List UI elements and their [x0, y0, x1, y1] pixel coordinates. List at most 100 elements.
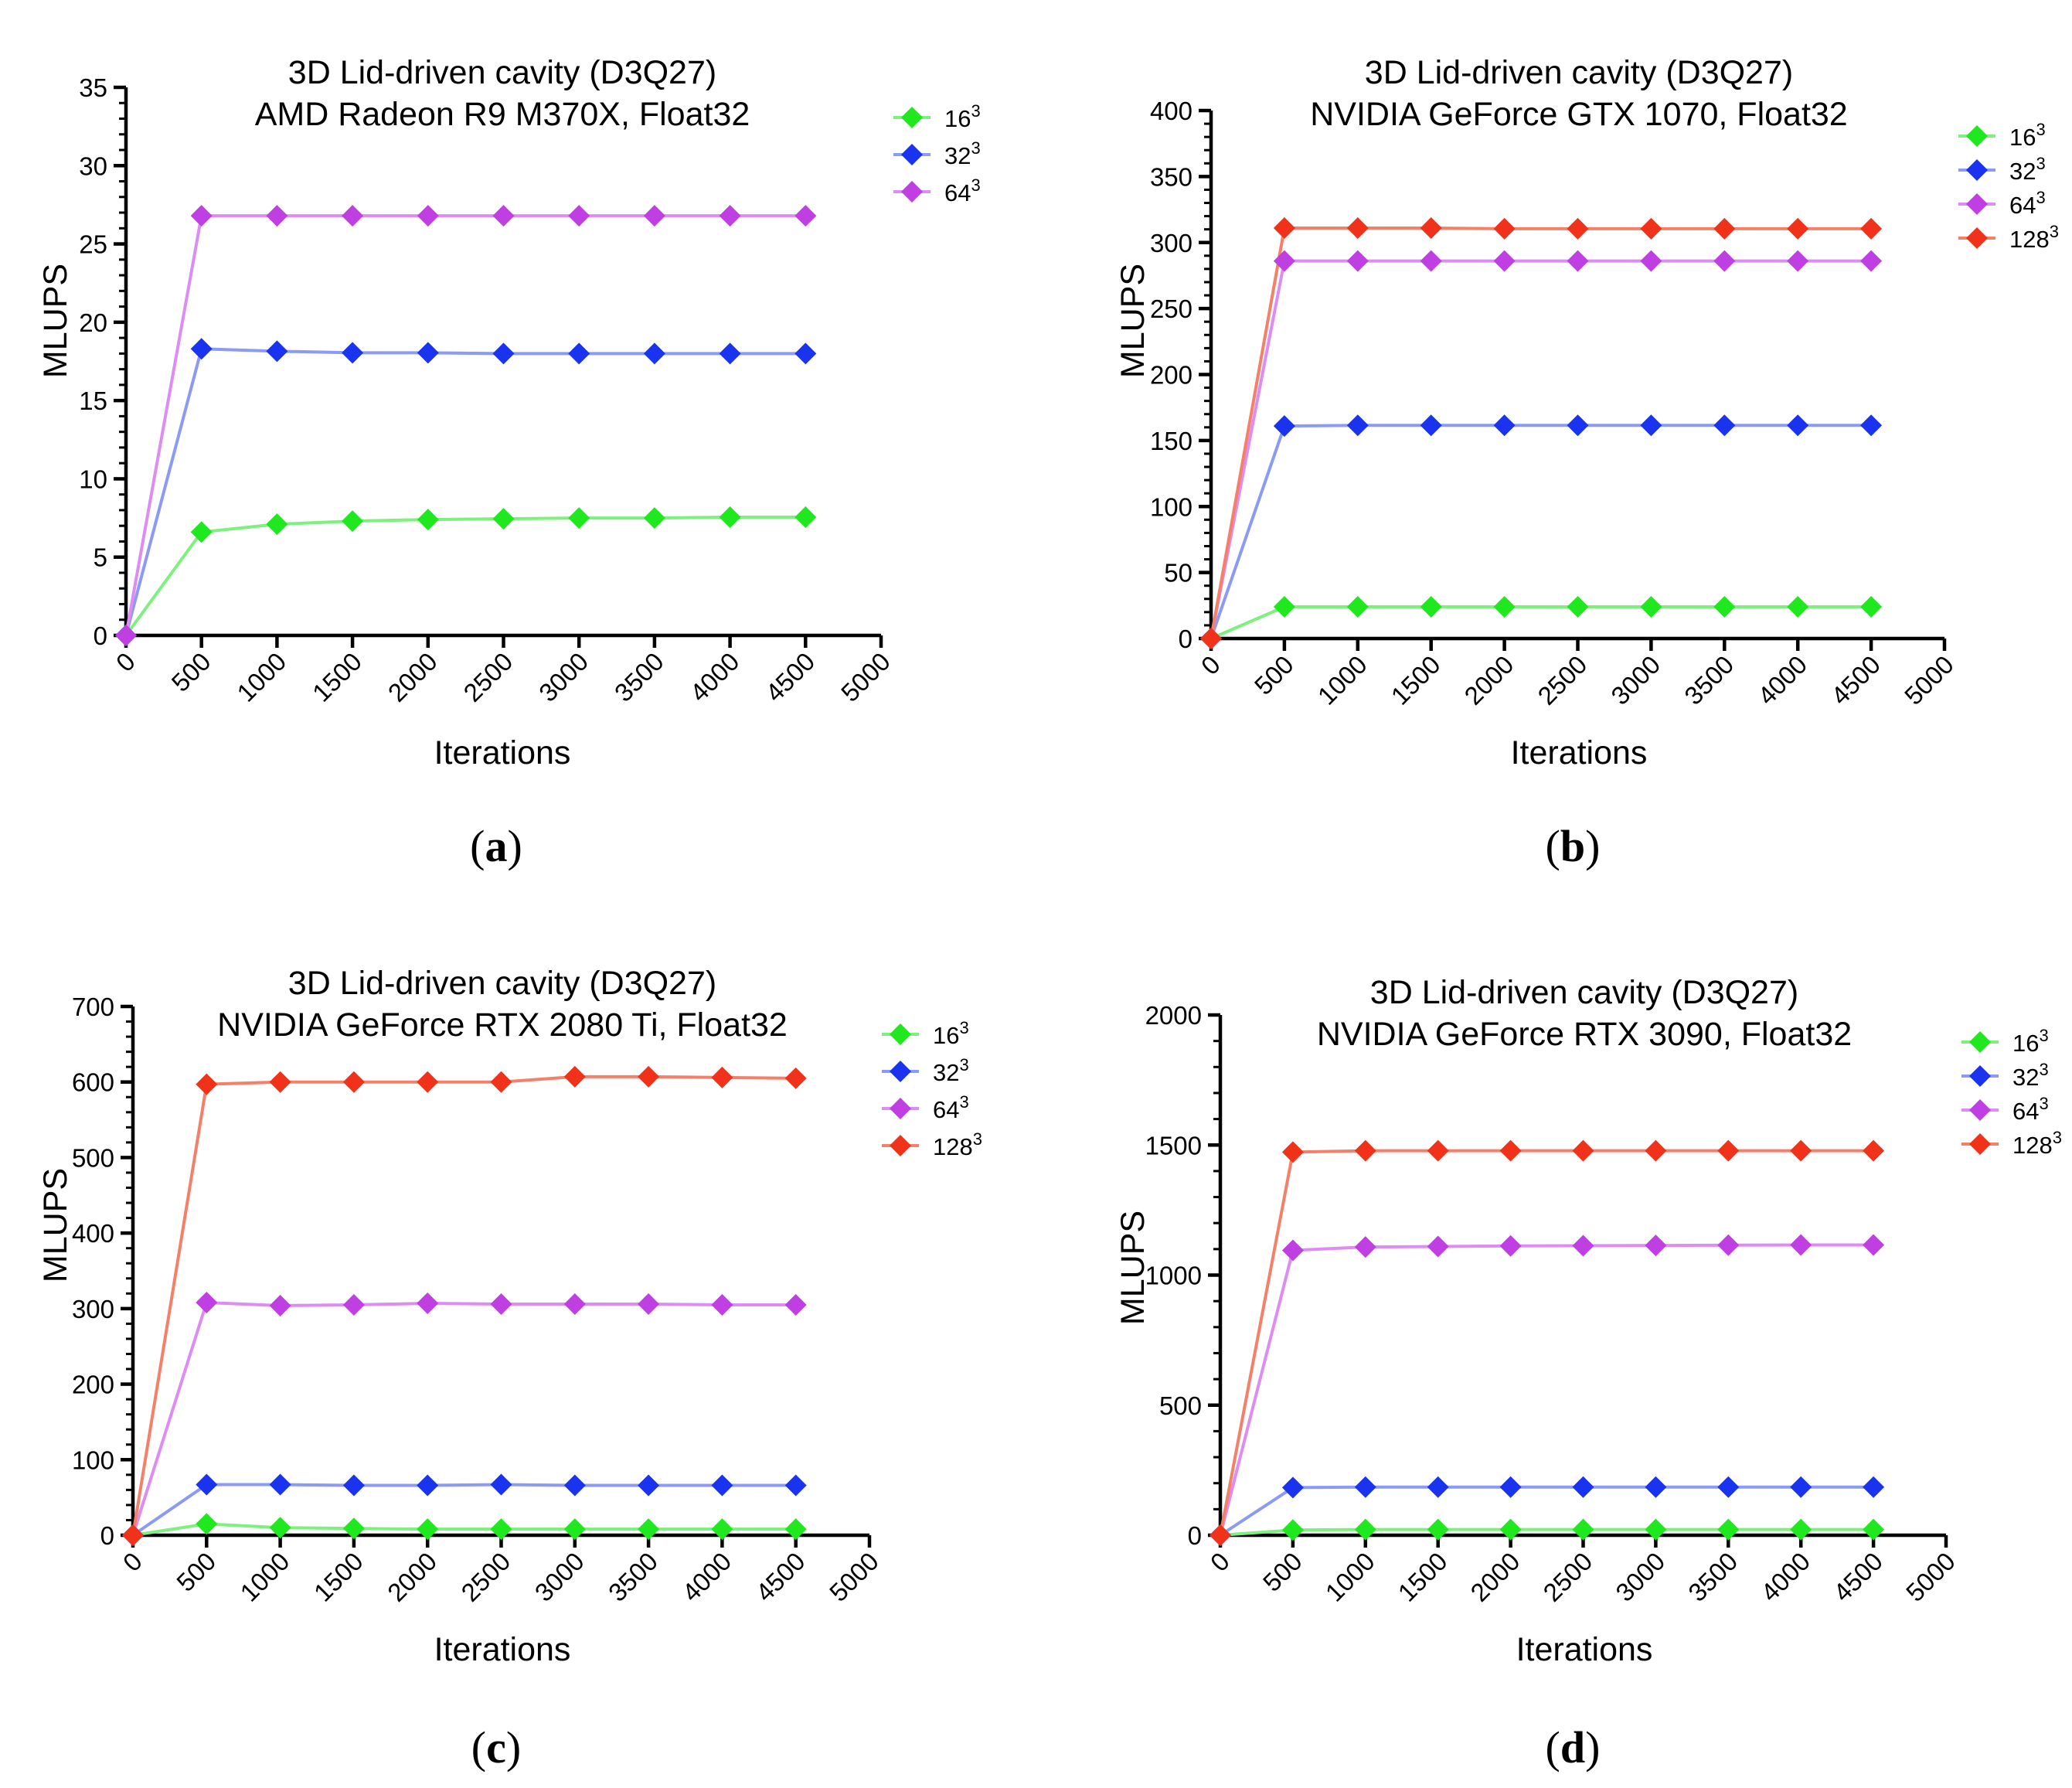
- legend-label-64: 643: [944, 175, 981, 206]
- data-point-32: [784, 1474, 807, 1497]
- data-point-16: [342, 1517, 365, 1540]
- data-point-64: [1354, 1236, 1376, 1258]
- chart-panel-a: 3D Lid-driven cavity (D3Q27) AMD Radeon …: [37, 54, 981, 871]
- y-tick-label: 300: [72, 1295, 114, 1323]
- y-axis-title: MLUPS: [1114, 264, 1152, 378]
- chart-title-line1: 3D Lid-driven cavity (D3Q27): [1370, 974, 1798, 1011]
- y-tick-label: 500: [1159, 1391, 1202, 1420]
- data-point-64: [1420, 250, 1442, 272]
- data-point-32: [269, 1473, 291, 1496]
- data-point-32: [1713, 414, 1736, 437]
- chart-title-line2: NVIDIA GeForce GTX 1070, Float32: [1310, 96, 1847, 133]
- x-axis-title: Iterations: [1511, 734, 1648, 771]
- legend-marker-32: [901, 144, 923, 165]
- data-point-64: [784, 1293, 807, 1316]
- data-point-32: [1787, 414, 1809, 437]
- data-point-16: [1427, 1518, 1449, 1541]
- chart-panel-b: 3D Lid-driven cavity (D3Q27) NVIDIA GeFo…: [1114, 54, 2059, 871]
- series-line-32: [124, 347, 806, 636]
- panel-caption: (a): [470, 821, 522, 871]
- y-tick-label: 1500: [1145, 1131, 1202, 1160]
- legend-label-128: 1283: [2012, 1128, 2062, 1159]
- data-point-64: [1346, 250, 1369, 272]
- data-point-16: [643, 507, 665, 530]
- data-point-64: [1499, 1235, 1522, 1257]
- data-point-64: [417, 1292, 439, 1315]
- y-tick-label: 20: [79, 308, 107, 337]
- data-point-16: [711, 1518, 733, 1541]
- data-point-64: [1572, 1235, 1594, 1257]
- data-point-16: [196, 1513, 218, 1535]
- panel-label: d: [1560, 1722, 1585, 1773]
- series-line-64: [124, 214, 806, 636]
- data-point-32: [1281, 1476, 1304, 1499]
- data-point-32: [1499, 1476, 1522, 1498]
- data-point-16: [1790, 1518, 1812, 1541]
- data-point-32: [266, 340, 288, 363]
- data-point-32: [1790, 1476, 1812, 1498]
- data-point-128: [1572, 1139, 1594, 1162]
- chart-title-line1: 3D Lid-driven cavity (D3Q27): [288, 54, 716, 91]
- y-tick-label: 350: [1150, 162, 1193, 191]
- data-point-64: [1645, 1235, 1667, 1257]
- data-point-64: [719, 205, 741, 227]
- data-point-64: [490, 1292, 512, 1315]
- data-point-16: [1645, 1518, 1667, 1541]
- y-tick-label: 0: [1188, 1521, 1202, 1550]
- legend-label-32: 323: [2012, 1060, 2049, 1091]
- data-point-128: [1499, 1139, 1522, 1162]
- y-tick-label: 250: [1150, 295, 1193, 323]
- data-point-64: [1787, 250, 1809, 272]
- data-point-32: [1572, 1476, 1594, 1498]
- data-point-128: [490, 1071, 512, 1093]
- data-point-64: [568, 205, 590, 227]
- data-point-128: [784, 1067, 807, 1089]
- y-tick-label: 700: [72, 993, 114, 1021]
- data-point-128: [563, 1065, 586, 1088]
- legend-marker-32: [1969, 1065, 1991, 1087]
- series-line-64: [1219, 1243, 1874, 1536]
- data-point-16: [1420, 596, 1442, 618]
- data-point-64: [794, 205, 817, 227]
- data-point-64: [1863, 1234, 1885, 1256]
- data-point-64: [1713, 250, 1736, 272]
- data-point-64: [1273, 250, 1295, 272]
- data-point-64: [269, 1294, 291, 1316]
- data-point-128: [1567, 217, 1589, 240]
- data-point-32: [492, 342, 515, 365]
- data-point-64: [711, 1293, 733, 1316]
- legend-marker-16: [890, 1023, 911, 1045]
- data-point-128: [269, 1071, 291, 1093]
- data-point-128: [122, 1524, 144, 1546]
- data-point-128: [1354, 1139, 1376, 1162]
- data-point-32: [1354, 1476, 1376, 1498]
- x-axis-title: Iterations: [434, 734, 571, 771]
- data-point-128: [1717, 1139, 1740, 1162]
- data-point-32: [1420, 414, 1442, 437]
- legend-label-32: 323: [2009, 154, 2046, 185]
- legend-label-64: 643: [2009, 188, 2046, 219]
- y-tick-label: 50: [1164, 559, 1193, 587]
- data-point-128: [417, 1071, 439, 1093]
- panel-caption: (b): [1546, 821, 1601, 871]
- data-point-32: [638, 1474, 660, 1497]
- y-tick-label: 5: [94, 543, 107, 572]
- data-point-64: [643, 205, 665, 227]
- data-point-128: [711, 1066, 733, 1088]
- series-line-32: [131, 1483, 796, 1537]
- data-point-32: [563, 1474, 586, 1497]
- data-point-32: [1346, 414, 1369, 437]
- y-tick-label: 100: [72, 1446, 114, 1474]
- data-point-16: [568, 507, 590, 530]
- legend-marker-64: [901, 181, 923, 203]
- series-line-16: [1220, 1527, 1874, 1537]
- data-point-16: [784, 1518, 807, 1541]
- series-line-16: [124, 516, 806, 637]
- data-point-64: [1860, 250, 1883, 272]
- data-point-128: [1645, 1139, 1667, 1162]
- legend-marker-16: [1966, 125, 1988, 147]
- data-point-16: [1273, 596, 1295, 618]
- data-point-128: [1420, 216, 1442, 239]
- legend-label-32: 323: [933, 1055, 969, 1086]
